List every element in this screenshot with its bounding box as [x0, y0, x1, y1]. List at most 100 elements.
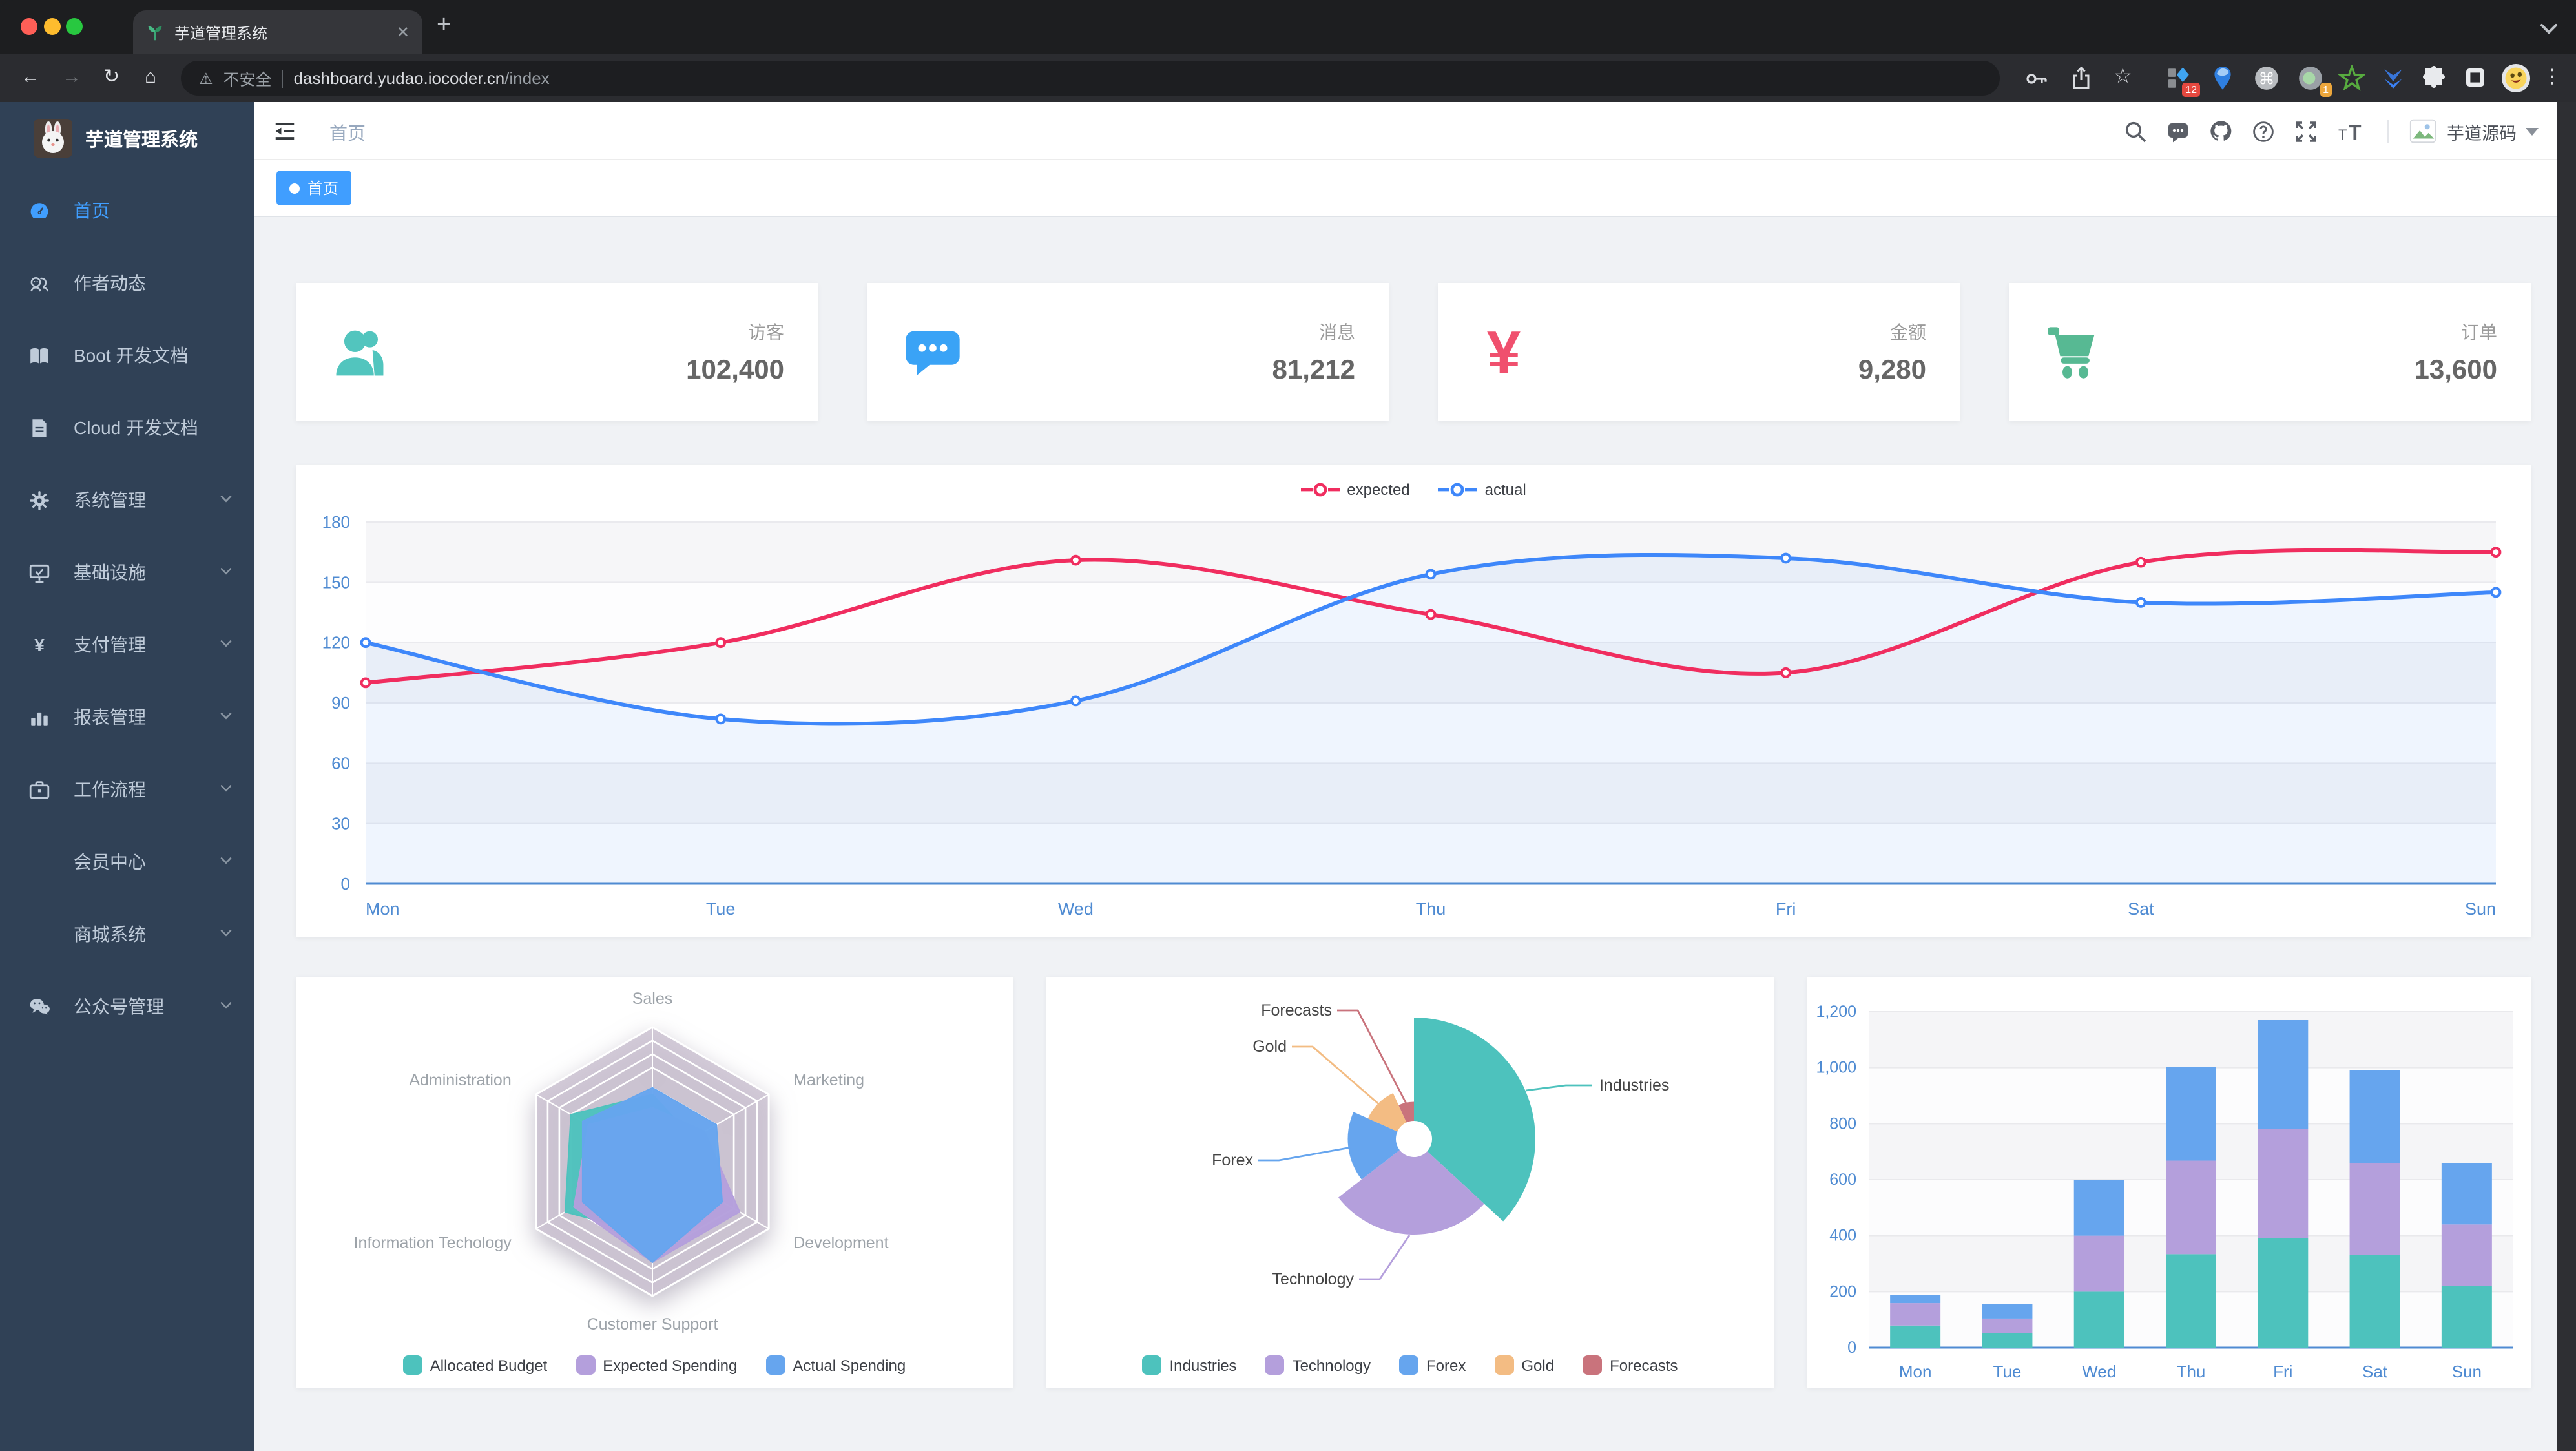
extensions-puzzle-icon[interactable]	[2421, 65, 2448, 92]
extension-balloon-icon[interactable]	[2209, 65, 2236, 92]
svg-text:⌘: ⌘	[2258, 70, 2274, 88]
chevron-down-icon	[218, 562, 234, 583]
browser-menu-icon[interactable]: ⋮	[2542, 66, 2562, 88]
sidebar-item-label: 作者动态	[74, 273, 146, 293]
scrollbar-gutter[interactable]	[2557, 102, 2576, 1451]
bookmark-star-icon[interactable]: ☆	[2114, 66, 2132, 88]
search-icon[interactable]	[2124, 120, 2147, 143]
tab-close-icon[interactable]: ✕	[396, 23, 410, 41]
svg-text:Tue: Tue	[706, 899, 736, 919]
legend-item[interactable]: Forecasts	[1583, 1355, 1678, 1375]
legend-item[interactable]: Expected Spending	[576, 1355, 737, 1375]
close-window-button[interactable]	[21, 18, 37, 35]
stat-label: 订单	[2461, 321, 2497, 342]
legend-item[interactable]: Allocated Budget	[402, 1355, 547, 1375]
reading-mode-icon[interactable]	[2462, 65, 2489, 92]
sidebar-item-12[interactable]: 公众号管理	[0, 970, 254, 1043]
sidebar-item-6[interactable]: 基础设施	[0, 536, 254, 609]
sidebar-item-9[interactable]: 工作流程	[0, 753, 254, 826]
svg-text:600: 600	[1829, 1171, 1856, 1189]
home-icon[interactable]: ⌂	[145, 66, 157, 88]
breadcrumb[interactable]: 首页	[329, 123, 366, 143]
tab-search-chevron-icon[interactable]	[2540, 18, 2558, 41]
svg-text:Mon: Mon	[1899, 1362, 1932, 1381]
legend-item[interactable]: expected	[1300, 481, 1410, 499]
extension-stats-icon[interactable]: 12	[2165, 65, 2200, 97]
sidebar-item-label: 工作流程	[74, 779, 146, 800]
extension-command-icon[interactable]: ⌘	[2253, 65, 2280, 92]
address-bar[interactable]: ⚠ 不安全 dashboard.yudao.iocoder.cn/index	[181, 61, 2000, 96]
legend-item[interactable]: Actual Spending	[765, 1355, 906, 1375]
stat-card-2[interactable]: 消息 81,212	[867, 283, 1389, 421]
chevron-down-icon	[218, 490, 234, 510]
message-icon[interactable]	[2166, 120, 2190, 143]
extension-star-icon[interactable]	[2338, 63, 2366, 92]
svg-text:Marketing: Marketing	[793, 1071, 864, 1089]
profile-avatar[interactable]	[2501, 63, 2531, 93]
svg-text:Administration: Administration	[409, 1071, 511, 1089]
legend-item[interactable]: Gold	[1494, 1355, 1554, 1375]
sidebar-item-1[interactable]: 首页	[0, 174, 254, 247]
tag-home[interactable]: 首页	[276, 171, 352, 205]
sidebar-item-11[interactable]: 商城系统	[0, 898, 254, 970]
back-icon[interactable]: ←	[21, 66, 40, 88]
stat-value: 81,212	[1272, 355, 1355, 384]
minimize-window-button[interactable]	[43, 18, 60, 35]
zoom-window-button[interactable]	[66, 18, 83, 35]
fullscreen-icon[interactable]	[2294, 120, 2318, 143]
svg-text:Mon: Mon	[366, 899, 400, 919]
svg-text:0: 0	[1847, 1339, 1856, 1357]
stat-label: 消息	[1319, 321, 1355, 342]
extension-recorder-icon[interactable]: 1	[2297, 65, 2332, 97]
legend-item[interactable]: Industries	[1142, 1355, 1237, 1375]
svg-text:Gold: Gold	[1252, 1038, 1287, 1056]
legend-label: actual	[1484, 481, 1526, 499]
browser-tab[interactable]: 芋道管理系统 ✕	[133, 10, 422, 54]
share-icon[interactable]	[2068, 66, 2094, 92]
dashboard-icon	[28, 200, 50, 222]
security-label: 不安全	[223, 71, 272, 89]
legend-item[interactable]: Technology	[1265, 1355, 1371, 1375]
extension-badge: 1	[2320, 83, 2332, 97]
stat-value: 9,280	[1858, 355, 1926, 384]
stat-card-1[interactable]: 访客 102,400	[296, 283, 818, 421]
legend-item[interactable]: Forex	[1399, 1355, 1466, 1375]
sidebar-item-2[interactable]: 作者动态	[0, 247, 254, 319]
sidebar-item-5[interactable]: 系统管理	[0, 464, 254, 536]
users-icon	[329, 320, 394, 384]
reload-icon[interactable]: ↻	[103, 66, 120, 88]
line-chart-legend: expected actual	[296, 481, 2531, 499]
collapse-sidebar-icon[interactable]	[273, 119, 297, 150]
stat-card-3[interactable]: ¥ 金额 9,280	[1438, 283, 1960, 421]
browser-toolbar: ← → ↻ ⌂ ⚠ 不安全 dashboard.yudao.iocoder.cn…	[0, 54, 2576, 102]
app-title: 芋道管理系统	[85, 130, 198, 151]
url-text: dashboard.yudao.iocoder.cn/index	[293, 68, 550, 88]
help-icon[interactable]	[2252, 120, 2275, 143]
sidebar-item-8[interactable]: 报表管理	[0, 681, 254, 753]
chevron-down-icon	[2526, 127, 2539, 135]
svg-text:Development: Development	[793, 1234, 888, 1252]
new-tab-button[interactable]: +	[437, 12, 452, 39]
legend-item[interactable]: actual	[1438, 481, 1526, 499]
stat-card-4[interactable]: 订单 13,600	[2009, 283, 2531, 421]
sidebar-item-10[interactable]: 会员中心	[0, 826, 254, 898]
bar-chart: 0 200 400 600 800 1,000 1,200 Mon Tue Wed Thu Fri Sa…	[1816, 1003, 2513, 1381]
main-content: 访客 102,400 消息 81,212 ¥ 金额 9,280 订单 13,600…	[254, 217, 2557, 1451]
sidebar-item-7[interactable]: ¥ 支付管理	[0, 609, 254, 681]
forward-icon[interactable]: →	[62, 66, 81, 88]
sidebar-item-label: 会员中心	[74, 851, 146, 872]
svg-text:150: 150	[322, 572, 350, 592]
password-key-icon[interactable]	[2023, 66, 2049, 92]
github-icon[interactable]	[2209, 120, 2232, 143]
app-logo[interactable]: 芋道管理系统	[0, 102, 254, 174]
sidebar-item-3[interactable]: Boot 开发文档	[0, 319, 254, 391]
chevron-down-icon	[218, 779, 234, 800]
tab-strip: 芋道管理系统 ✕ +	[0, 0, 2576, 54]
extension-vue-devtools-icon[interactable]	[2380, 65, 2407, 92]
user-menu[interactable]: 芋道源码	[2408, 116, 2539, 146]
sidebar-item-4[interactable]: Cloud 开发文档	[0, 391, 254, 464]
radar-chart-panel: Sales Marketing Development Customer Suppor…	[296, 977, 1013, 1388]
pie-chart-legend: Industries Technology Forex Gold Forecasts	[1046, 1355, 1774, 1375]
tag-dot	[289, 183, 300, 193]
